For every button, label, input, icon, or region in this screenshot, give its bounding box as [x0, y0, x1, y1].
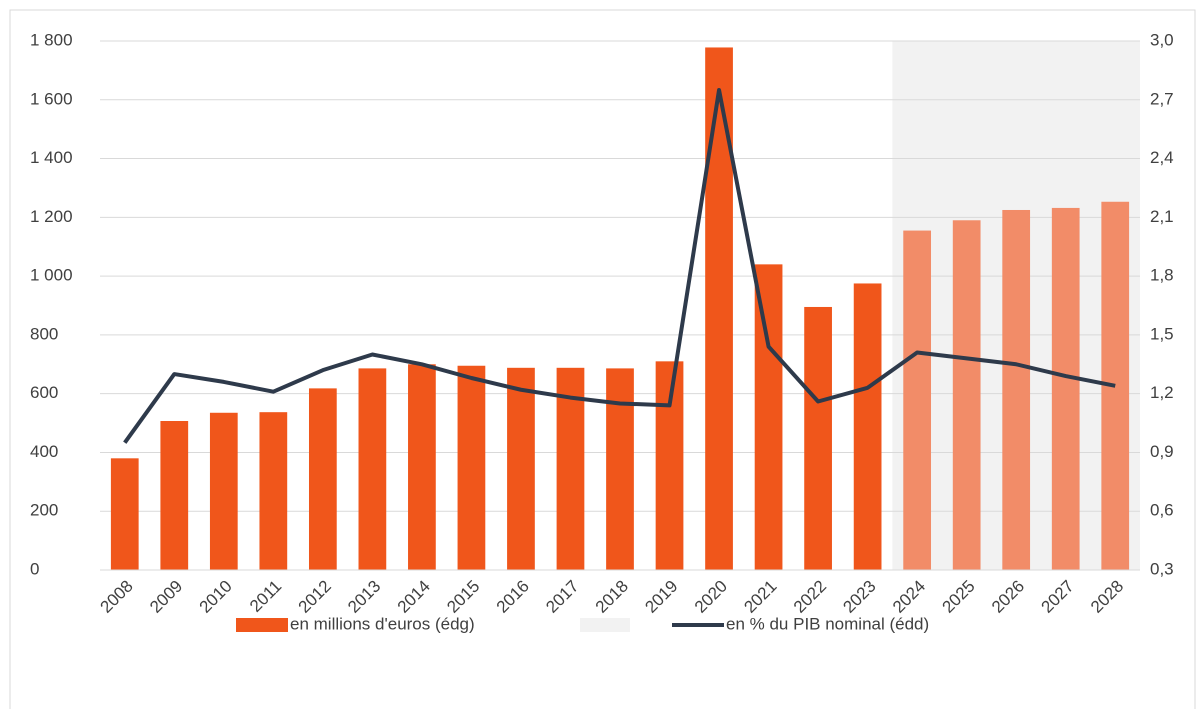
bar	[1051, 207, 1080, 570]
bar	[556, 367, 585, 570]
y2-tick-label: 2,4	[1150, 148, 1174, 167]
x-tick-label: 2013	[344, 577, 384, 617]
bar	[804, 306, 832, 570]
y-tick-label: 1 200	[30, 207, 73, 226]
bar	[408, 364, 436, 570]
bar	[853, 283, 882, 570]
bar	[754, 264, 783, 570]
legend-swatch	[580, 618, 630, 632]
y-tick-label: 800	[30, 324, 58, 343]
x-tick-label: 2019	[641, 577, 681, 617]
legend-swatch	[236, 618, 288, 632]
y2-tick-label: 1,5	[1150, 324, 1174, 343]
bar	[308, 388, 337, 570]
x-tick-label: 2028	[1087, 577, 1127, 617]
y2-tick-label: 2,1	[1150, 207, 1174, 226]
y-tick-label: 1 000	[30, 266, 73, 285]
y-tick-label: 0	[30, 559, 39, 578]
y-tick-label: 400	[30, 442, 58, 461]
bar	[903, 230, 932, 570]
y2-tick-label: 0,3	[1150, 559, 1174, 578]
bar	[952, 220, 981, 570]
y2-tick-label: 2,7	[1150, 89, 1174, 108]
legend-label: en millions d'euros (édg)	[290, 614, 475, 633]
x-tick-label: 2014	[394, 577, 434, 617]
x-tick-label: 2017	[542, 577, 582, 617]
y-tick-label: 1 600	[30, 89, 73, 108]
y2-tick-label: 1,8	[1150, 266, 1174, 285]
bar	[110, 458, 139, 570]
y2-tick-label: 3,0	[1150, 30, 1174, 49]
y2-tick-label: 0,6	[1150, 501, 1174, 520]
bar	[606, 368, 634, 570]
legend-label: en % du PIB nominal (édd)	[726, 614, 929, 633]
x-tick-label: 2012	[295, 577, 335, 617]
bar	[209, 412, 238, 570]
x-tick-label: 2023	[839, 577, 879, 617]
x-tick-label: 2016	[493, 577, 533, 617]
bar	[457, 365, 486, 570]
bar	[160, 420, 189, 570]
x-tick-label: 2021	[740, 577, 780, 617]
x-tick-label: 2022	[790, 577, 830, 617]
y-tick-label: 1 400	[30, 148, 73, 167]
bar	[507, 367, 535, 570]
x-tick-label: 2024	[889, 577, 929, 617]
x-tick-label: 2010	[196, 577, 236, 617]
chart-frame	[9, 9, 1196, 709]
x-tick-label: 2015	[443, 577, 483, 617]
bar	[705, 47, 733, 570]
y2-tick-label: 0,9	[1150, 442, 1174, 461]
y2-tick-label: 1,2	[1150, 383, 1174, 402]
x-tick-label: 2009	[146, 577, 186, 617]
x-tick-label: 2018	[592, 577, 632, 617]
x-tick-label: 2027	[1038, 577, 1078, 617]
y-tick-label: 600	[30, 383, 58, 402]
bar	[259, 412, 288, 570]
x-tick-label: 2020	[691, 577, 731, 617]
line-series	[123, 87, 1116, 444]
bar	[358, 368, 387, 570]
bar	[1002, 209, 1031, 570]
y-tick-label: 1 800	[30, 30, 73, 49]
x-tick-label: 2008	[97, 577, 137, 617]
x-tick-label: 2025	[938, 577, 978, 617]
x-tick-label: 2011	[246, 577, 285, 616]
x-tick-label: 2026	[988, 577, 1028, 617]
y-tick-label: 200	[30, 501, 58, 520]
